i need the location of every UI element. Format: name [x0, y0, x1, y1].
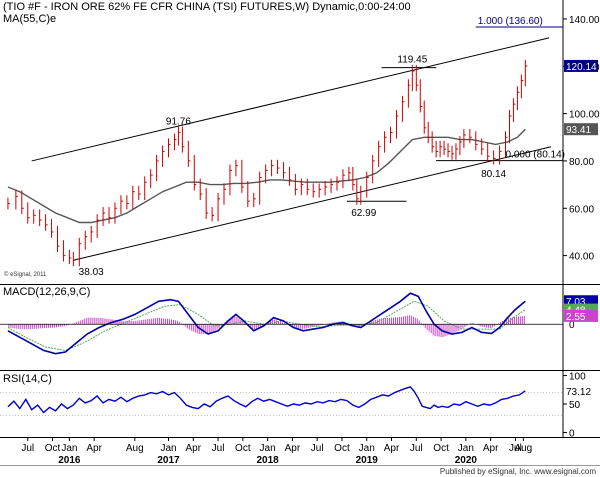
time-tick-label: Oct — [235, 443, 251, 454]
rsi-value-tag: 73.12 — [564, 384, 598, 398]
macd-plot — [7, 292, 526, 355]
hline-label-fib-100: 1.000 (136.60) — [478, 16, 543, 27]
publisher-text: Published by eSignal, Inc. www.esignal.c… — [440, 467, 596, 476]
price-tick-label: 40.00 — [569, 252, 594, 263]
price-value-tag-text: 93.41 — [566, 125, 591, 136]
price-annotation: 62.99 — [351, 208, 376, 219]
price-pane-bg — [0, 0, 600, 284]
rsi-plot — [0, 386, 563, 416]
rsi-value-tags: 73.12 — [564, 384, 598, 398]
time-tick-label: Apr — [285, 443, 301, 454]
rsi-tick-label: 100 — [569, 372, 586, 383]
year-label: 2016 — [58, 455, 81, 466]
time-tick-label: Apr — [483, 443, 499, 454]
time-tick-label: Aug — [126, 443, 144, 454]
rsi-tick-label: 0 — [569, 428, 575, 439]
chart-title: (TIO #F - IRON ORE 62% FE CFR CHINA (TSI… — [3, 1, 411, 13]
price-value-tag: 93.41 — [564, 123, 598, 136]
time-tick-label: Jan — [160, 443, 176, 454]
ma-line — [7, 128, 526, 224]
macd-value-tag-text: 7.03 — [566, 297, 586, 308]
trendline-channel-upper — [31, 37, 550, 162]
price-plot: 1.000 (136.60) 0.000 (80.14) 119.45 91.76 62… — [7, 16, 566, 278]
rsi-axis-ticks: 0 50 100 — [563, 372, 586, 439]
price-value-tags: 120.14 93.41 — [564, 59, 598, 136]
macd-pane: 0 7.034.482.55 MACD(12,26,9,C) — [0, 285, 598, 370]
price-tick-label: 60.00 — [569, 204, 594, 215]
price-annotation: 38.03 — [79, 267, 104, 278]
time-tick-label: Apr — [384, 443, 400, 454]
price-tick-label: 100.00 — [569, 110, 600, 121]
rsi-value-tag-bg — [564, 384, 598, 397]
price-value-tag-bg — [564, 123, 598, 136]
price-annotation: 91.76 — [166, 117, 191, 128]
copyright-text: © eSignal, 2011 — [4, 271, 47, 278]
time-tick-label: Jul — [311, 443, 324, 454]
time-tick-label: Jan — [458, 443, 474, 454]
year-label: 2017 — [157, 455, 180, 466]
rsi-title: RSI(14,C) — [3, 373, 52, 385]
price-value-tag: 120.14 — [564, 59, 598, 73]
rsi-value-tag-text: 73.12 — [566, 387, 591, 398]
time-tick-label: Apr — [86, 443, 102, 454]
price-value-tag-bg — [564, 59, 598, 72]
macd-value-tags: 7.034.482.55 — [564, 295, 598, 323]
time-tick-label: Jul — [509, 443, 522, 454]
rsi-line — [7, 386, 526, 414]
time-axis: Jul Oct Jan Apr Aug Jan Apr Jul Oct Jan Apr Jul Oct J… — [21, 437, 532, 466]
signal-line — [7, 300, 526, 351]
ma-label: MA(55,C)e — [3, 13, 56, 25]
price-value-tag-text: 120.14 — [566, 62, 597, 73]
time-tick-label: Jan — [359, 443, 375, 454]
macd-title: MACD(12,26,9,C) — [3, 286, 90, 298]
macd-value-tag-bg — [564, 309, 598, 322]
trendline-channel-lower — [73, 146, 552, 261]
hline-label-fib-000: 0.000 (80.14) — [506, 150, 566, 161]
time-tick-label: Jul — [212, 443, 225, 454]
year-label: 2020 — [455, 455, 478, 466]
macd-line — [7, 292, 526, 355]
time-tick-label: Jul — [410, 443, 423, 454]
year-label: 2019 — [356, 455, 379, 466]
time-tick-label: Jan — [260, 443, 276, 454]
price-annotation: 80.14 — [481, 169, 506, 180]
price-tick-label: 80.00 — [569, 157, 594, 168]
rsi-tick-label: 50 — [569, 400, 581, 411]
year-label: 2018 — [256, 455, 279, 466]
time-tick-label: Oct — [334, 443, 350, 454]
time-tick-label: Oct — [433, 443, 449, 454]
rsi-pane: 0 50 100 73.12 RSI(14,C) — [0, 371, 598, 439]
macd-value-tag: 2.55 — [564, 309, 598, 323]
macd-tick-label: 0 — [569, 320, 575, 331]
price-tick-label: 140.00 — [569, 15, 600, 26]
time-tick-label: Apr — [186, 443, 202, 454]
price-pane: 1.000 (136.60) 0.000 (80.14) 119.45 91.76 62… — [0, 0, 600, 284]
time-tick-label: Jan — [61, 443, 77, 454]
time-tick-label: Oct — [45, 443, 61, 454]
price-annotation: 119.45 — [397, 55, 427, 66]
time-tick-label: Jul — [21, 443, 34, 454]
macd-axis-ticks: 0 — [0, 320, 575, 331]
time-tick-label: Aug — [514, 443, 532, 454]
macd-value-tag-text: 2.55 — [566, 312, 586, 323]
